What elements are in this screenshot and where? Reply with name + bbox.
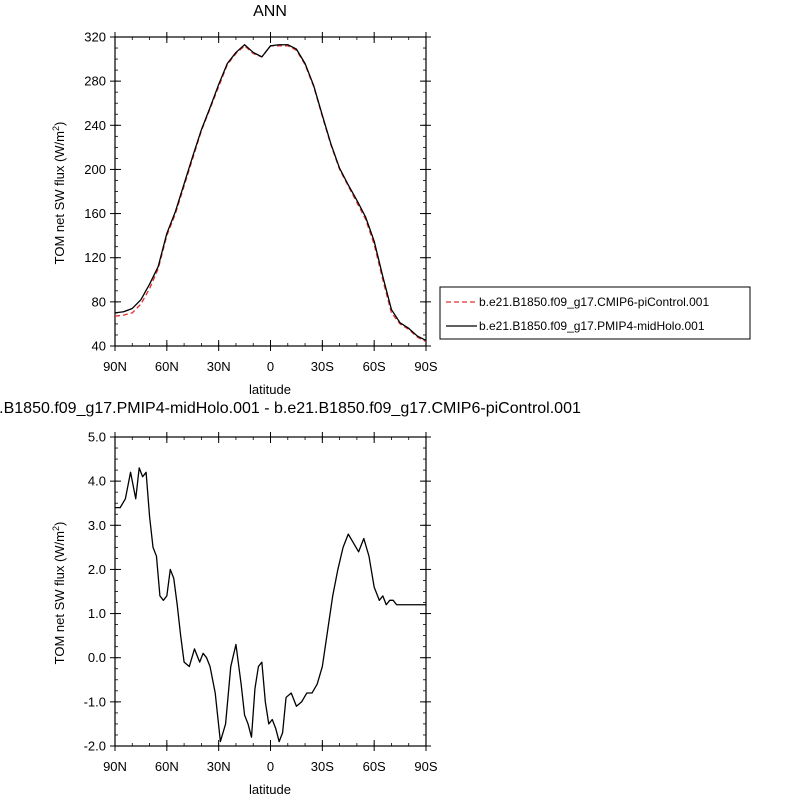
x-tick-label: 30S (311, 359, 334, 374)
y-tick-label: 5.0 (88, 430, 106, 445)
y-tick-label: 4.0 (88, 474, 106, 489)
legend: b.e21.B1850.f09_g17.CMIP6-piControl.001 … (439, 286, 751, 340)
bottom-plot-frame (114, 436, 427, 747)
x-tick-label: 60S (363, 359, 386, 374)
bottom-x-axis-label: latitude (249, 782, 291, 797)
bottom-x-tick-labels: 90N 60N 30N 0 30S 60S 90S (103, 759, 438, 774)
bottom-axis-ticks (110, 432, 431, 751)
x-tick-label: 90S (414, 759, 437, 774)
x-tick-label: 0 (267, 759, 274, 774)
y-tick-label: 1.0 (88, 606, 106, 621)
x-tick-label: 90N (103, 359, 127, 374)
x-tick-label: 90S (414, 359, 437, 374)
y-tick-label: 120 (84, 250, 106, 265)
x-tick-label: 30S (311, 759, 334, 774)
top-x-axis-label: latitude (249, 382, 291, 397)
y-tick-label: 280 (84, 74, 106, 89)
y-tick-label: 320 (84, 30, 106, 45)
legend-label-midholo: b.e21.B1850.f09_g17.PMIP4-midHolo.001 (479, 319, 705, 333)
bottom-chart-title: b.e21.B1850.f09_g17.PMIP4-midHolo.001 - … (0, 400, 581, 417)
top-x-tick-labels: 90N 60N 30N 0 30S 60S 90S (103, 359, 438, 374)
x-tick-label: 60N (155, 759, 179, 774)
top-chart-title: ANN (253, 3, 287, 20)
y-tick-label: 160 (84, 206, 106, 221)
x-tick-label: 60S (363, 759, 386, 774)
top-y-axis-label: TOM net SW flux (W/m2) (51, 122, 67, 265)
top-series-lines (114, 44, 427, 343)
legend-label-picontrol: b.e21.B1850.f09_g17.CMIP6-piControl.001 (479, 295, 709, 309)
y-tick-label: 40 (92, 339, 106, 354)
y-tick-label: 200 (84, 162, 106, 177)
y-tick-label: 240 (84, 118, 106, 133)
bottom-y-axis-label: TOM net SW flux (W/m2) (51, 522, 67, 665)
x-tick-label: 0 (267, 359, 274, 374)
x-tick-label: 30N (207, 359, 231, 374)
y-tick-label: 80 (92, 294, 106, 309)
y-tick-label: 3.0 (88, 518, 106, 533)
legend-box (439, 286, 751, 340)
x-tick-label: 30N (207, 759, 231, 774)
top-axis-ticks (110, 32, 431, 351)
series-line-1 (115, 467, 426, 743)
top-y-tick-labels: 40 80 120 160 200 240 280 320 (84, 30, 106, 354)
y-tick-label: 0.0 (88, 650, 106, 665)
top-panel: ANN 40 80 120 160 200 240 280 320 90N 60N 30N 0 30S… (51, 3, 751, 397)
bottom-panel: b.e21.B1850.f09_g17.PMIP4-midHolo.001 - … (0, 400, 581, 797)
x-tick-label: 90N (103, 759, 127, 774)
y-tick-label: 2.0 (88, 562, 106, 577)
y-tick-label: -1.0 (84, 694, 106, 709)
bottom-series-lines (115, 467, 426, 743)
top-plot-frame (114, 36, 427, 347)
y-tick-label: -2.0 (84, 739, 106, 754)
x-tick-label: 60N (155, 359, 179, 374)
series-line-2 (114, 44, 427, 342)
series-line-1 (114, 45, 427, 343)
bottom-y-tick-labels: -2.0 -1.0 0.0 1.0 2.0 3.0 4.0 5.0 (84, 430, 106, 754)
